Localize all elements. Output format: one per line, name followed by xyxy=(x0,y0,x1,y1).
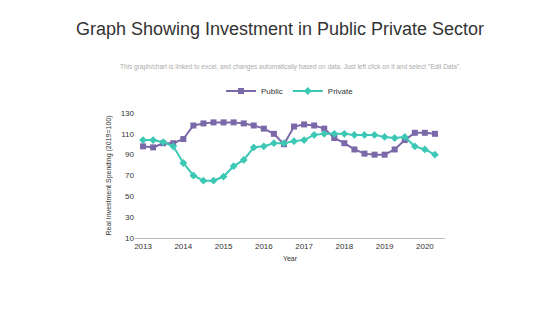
svg-text:30: 30 xyxy=(125,213,134,222)
svg-text:2014: 2014 xyxy=(174,242,192,251)
svg-text:2013: 2013 xyxy=(134,242,152,251)
svg-text:130: 130 xyxy=(121,109,135,118)
svg-text:2015: 2015 xyxy=(215,242,233,251)
svg-text:2016: 2016 xyxy=(255,242,273,251)
svg-text:Year: Year xyxy=(283,255,298,262)
svg-text:50: 50 xyxy=(125,192,134,201)
svg-text:Graph Showing Investment in Pu: Graph Showing Investment in Public Priva… xyxy=(76,19,484,39)
svg-text:2018: 2018 xyxy=(335,242,353,251)
svg-text:Private: Private xyxy=(328,87,353,96)
svg-text:2017: 2017 xyxy=(295,242,313,251)
svg-text:110: 110 xyxy=(121,130,134,139)
svg-text:2019: 2019 xyxy=(376,242,394,251)
svg-text:This graph/chart is linked to: This graph/chart is linked to excel, and… xyxy=(120,63,461,71)
svg-text:2020: 2020 xyxy=(416,242,434,251)
svg-text:Public: Public xyxy=(261,87,283,96)
svg-text:70: 70 xyxy=(125,171,134,180)
svg-text:90: 90 xyxy=(125,150,134,159)
svg-text:Real Investment Spending (2019: Real Investment Spending (2019=100) xyxy=(105,115,113,235)
svg-text:10: 10 xyxy=(125,234,134,243)
